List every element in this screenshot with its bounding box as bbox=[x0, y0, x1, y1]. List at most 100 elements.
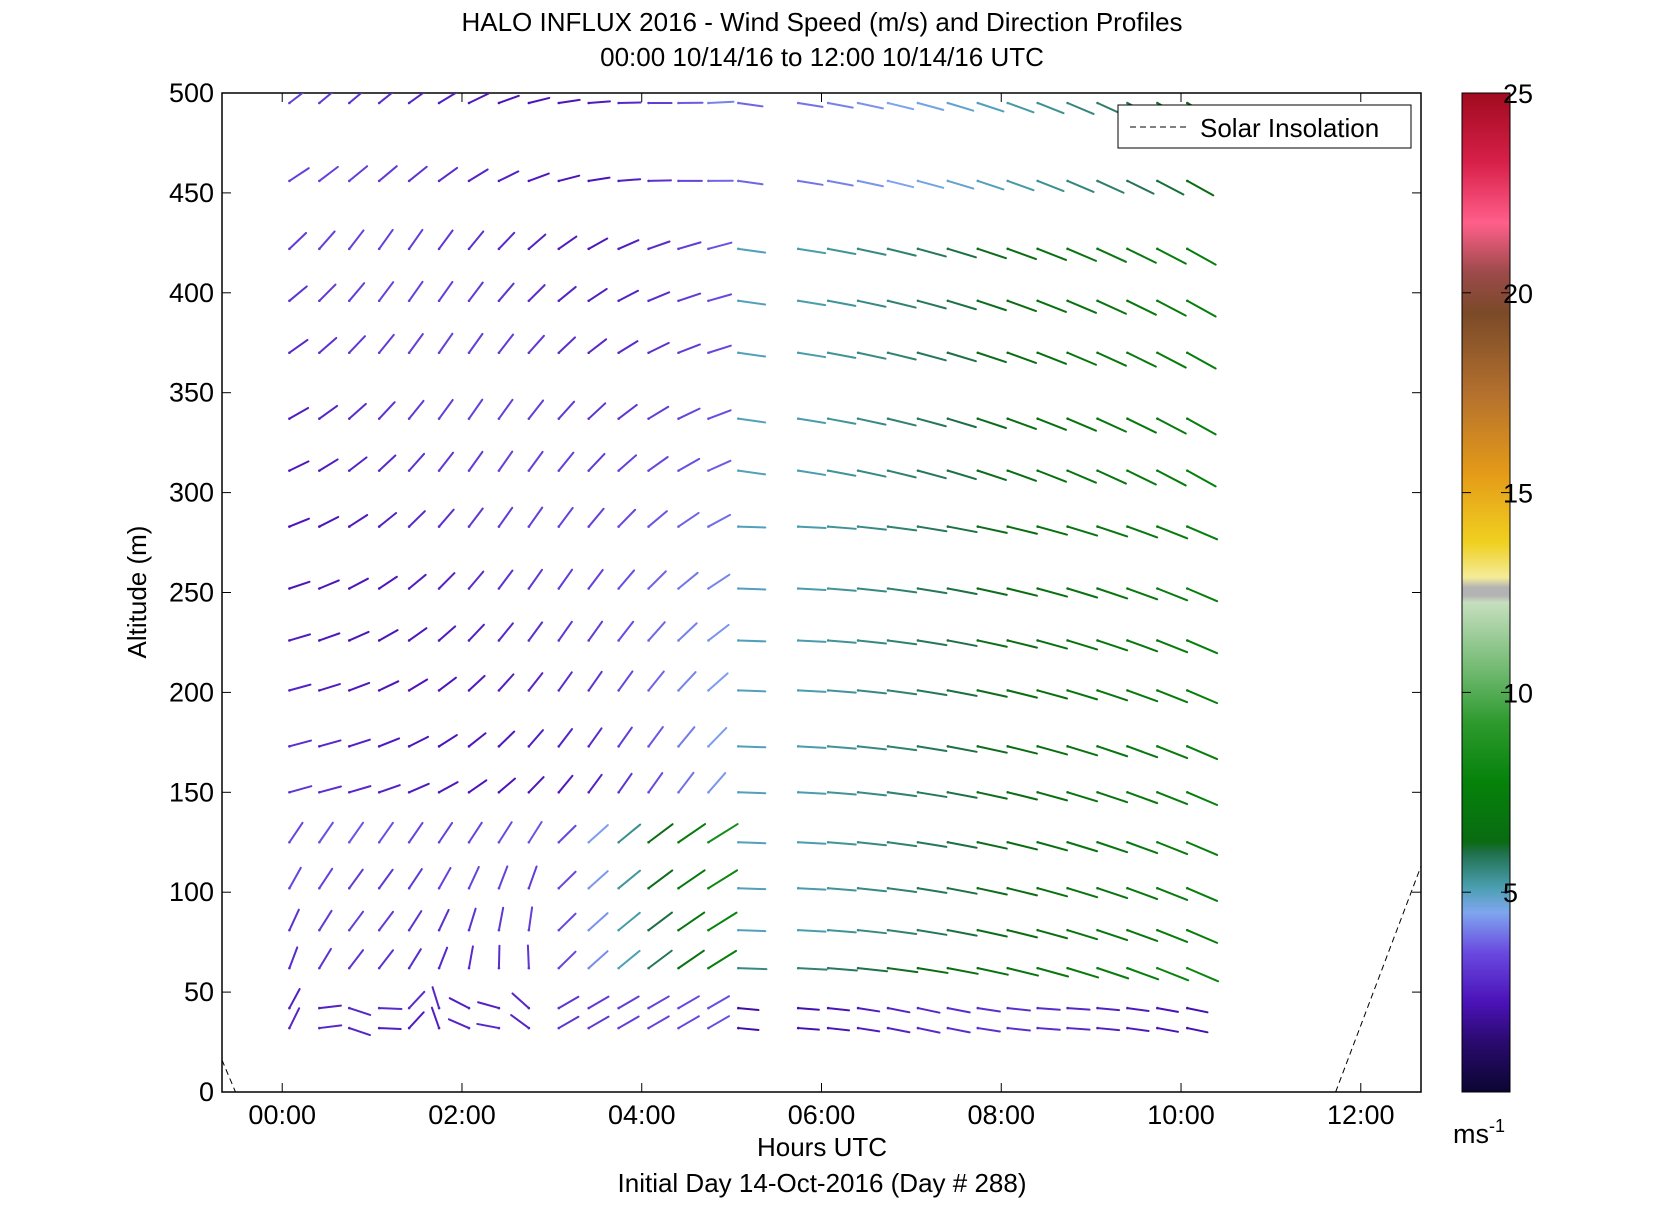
wind-barb-shaft bbox=[647, 949, 673, 970]
wind-barb-base bbox=[886, 417, 890, 420]
wind-barb-base bbox=[377, 101, 381, 105]
wind-barb-shaft bbox=[408, 165, 428, 182]
wind-barb-base bbox=[288, 469, 291, 472]
wind-barb-shaft bbox=[438, 908, 450, 932]
wind-barb-base bbox=[318, 745, 321, 748]
wind-barb-shaft bbox=[737, 299, 767, 306]
wind-barb-base bbox=[437, 417, 441, 420]
wind-barb-base bbox=[587, 101, 591, 105]
wind-barb-base bbox=[527, 417, 531, 420]
wind-barb-shaft bbox=[1006, 587, 1038, 597]
wind-barb-shaft bbox=[438, 451, 455, 472]
wind-barb-shaft bbox=[497, 94, 520, 104]
wind-barb-shaft bbox=[318, 515, 340, 528]
wind-barb-shaft bbox=[587, 237, 609, 250]
wind-barb-shaft bbox=[438, 572, 456, 590]
wind-barb-base bbox=[497, 417, 501, 420]
wind-barb-shaft bbox=[1156, 247, 1187, 265]
wind-barb-base bbox=[856, 101, 860, 105]
wind-barb-base bbox=[647, 689, 650, 692]
wind-barb-shaft bbox=[707, 949, 738, 970]
wind-barb-shaft bbox=[318, 230, 336, 250]
wind-barb-shaft bbox=[497, 450, 514, 472]
wind-barb-base bbox=[467, 179, 471, 183]
wind-barb-base bbox=[737, 299, 740, 303]
wind-barb-shaft bbox=[617, 995, 640, 1010]
wind-barb-base bbox=[886, 745, 890, 748]
wind-barb-shaft bbox=[1006, 469, 1037, 482]
wind-barb-shaft bbox=[557, 728, 574, 748]
wind-barb-shaft bbox=[827, 1007, 851, 1012]
wind-barb-shaft bbox=[707, 772, 727, 794]
wind-barb-base bbox=[1126, 247, 1129, 251]
wind-barb-shaft bbox=[647, 291, 671, 302]
wind-barb-base bbox=[407, 966, 411, 970]
wind-barb-base bbox=[437, 469, 441, 472]
wind-barb-shaft bbox=[408, 399, 425, 420]
wind-barb-base bbox=[737, 179, 740, 183]
wind-barb-shaft bbox=[1156, 179, 1185, 196]
wind-barb-shaft bbox=[348, 738, 371, 748]
wind-barb-base bbox=[318, 101, 321, 105]
wind-barb-base bbox=[647, 886, 650, 890]
wind-barb-shaft bbox=[438, 781, 459, 794]
wind-barb-shaft bbox=[857, 101, 884, 110]
wind-barb-shaft bbox=[1066, 689, 1099, 701]
wind-barb-base bbox=[677, 247, 680, 251]
wind-barb-shaft bbox=[467, 230, 485, 250]
wind-barb-base bbox=[407, 299, 411, 303]
wind-barb-shaft bbox=[1186, 299, 1217, 318]
wind-barb-shaft bbox=[1156, 745, 1189, 760]
wind-barb-shaft bbox=[1096, 587, 1129, 600]
wind-barb-base bbox=[377, 587, 381, 590]
wind-barb-base bbox=[617, 966, 620, 970]
wind-barb-base bbox=[1186, 179, 1189, 183]
wind-barb-shaft bbox=[1006, 689, 1038, 699]
wind-barb-base bbox=[707, 840, 710, 844]
wind-barb-base bbox=[467, 587, 471, 590]
wind-barb-shaft bbox=[857, 745, 887, 751]
wind-barb-base bbox=[377, 417, 381, 420]
wind-barb-base bbox=[1156, 840, 1159, 844]
wind-barb-base bbox=[647, 469, 650, 472]
wind-barb-base bbox=[677, 886, 680, 890]
wind-barb-shaft bbox=[318, 632, 341, 642]
wind-barb-shaft bbox=[887, 299, 917, 309]
wind-barb-base bbox=[1096, 1026, 1099, 1030]
wind-barb-base bbox=[617, 101, 620, 105]
wind-barb-shaft bbox=[348, 681, 371, 692]
wind-barb-shaft bbox=[497, 906, 505, 932]
wind-barb-shaft bbox=[976, 179, 1005, 191]
wind-barb-base bbox=[946, 299, 950, 303]
wind-barb-base bbox=[946, 689, 950, 692]
wind-barb-base bbox=[1186, 966, 1189, 970]
wind-barb-shaft bbox=[497, 231, 516, 250]
wind-barb-base bbox=[916, 1026, 920, 1030]
wind-barb-base bbox=[1156, 469, 1159, 472]
wind-barb-base bbox=[826, 791, 830, 794]
wind-barb-base bbox=[677, 689, 680, 692]
wind-barb-shaft bbox=[887, 841, 918, 848]
wind-barb-shaft bbox=[827, 929, 857, 934]
wind-barb-shaft bbox=[887, 587, 918, 594]
wind-barb-base bbox=[377, 1006, 381, 1010]
wind-barb-shaft bbox=[976, 351, 1007, 364]
wind-barb-base bbox=[1126, 525, 1129, 528]
wind-barb-shaft bbox=[737, 525, 767, 529]
wind-barb-shaft bbox=[647, 341, 670, 354]
wind-barb-shaft bbox=[348, 949, 365, 970]
wind-barb-base bbox=[737, 351, 740, 355]
wind-barb-base bbox=[856, 639, 860, 642]
wind-barb-base bbox=[796, 469, 800, 472]
wind-barb-shaft bbox=[1186, 745, 1219, 761]
wind-barb-base bbox=[647, 179, 650, 183]
wind-barb-base bbox=[557, 299, 561, 303]
x-tick-label: 04:00 bbox=[608, 1100, 676, 1130]
wind-barb-shaft bbox=[1096, 351, 1127, 367]
wind-barb-shaft bbox=[946, 525, 978, 534]
wind-barb-base bbox=[946, 966, 950, 970]
wind-barb-base bbox=[587, 417, 591, 420]
wind-barb-shaft bbox=[976, 1027, 1001, 1033]
wind-barb-shaft bbox=[1006, 101, 1035, 114]
wind-barb-shaft bbox=[378, 512, 398, 528]
